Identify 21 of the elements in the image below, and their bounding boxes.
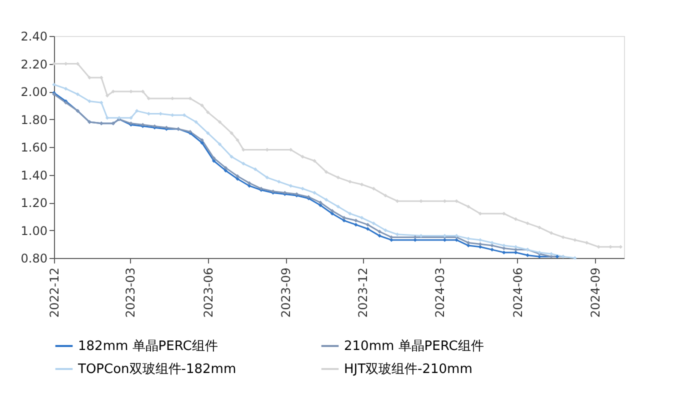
y-tick-label: 2.40 <box>20 30 48 44</box>
y-tick-label: 1.80 <box>20 112 48 127</box>
y-tick-label: 2.00 <box>20 85 48 99</box>
x-tick-label: 2023-06 <box>201 268 216 318</box>
y-tick-label: 1.60 <box>20 140 48 154</box>
y-tick-label: 2.20 <box>20 57 48 72</box>
legend-label: 182mm 单晶PERC组件 <box>78 339 218 354</box>
x-tick-label: 2023-12 <box>356 268 370 318</box>
y-tick-label: 0.80 <box>20 252 48 266</box>
y-tick-label: 1.00 <box>20 224 48 238</box>
y-tick-label: 1.20 <box>20 196 48 210</box>
x-tick-label: 2023-03 <box>124 268 138 318</box>
x-tick-label: 2024-06 <box>510 268 525 318</box>
y-tick-label: 1.40 <box>20 168 48 182</box>
legend-label: HJT双玻组件-210mm <box>344 362 472 377</box>
x-tick-label: 2023-09 <box>279 268 294 318</box>
x-tick-label: 2022-12 <box>48 268 62 318</box>
x-tick-label: 2024-09 <box>588 268 603 318</box>
x-tick-label: 2024-03 <box>433 268 448 318</box>
legend-label: 210mm 单晶PERC组件 <box>344 339 484 354</box>
legend-label: TOPCon双玻组件-182mm <box>77 362 236 377</box>
